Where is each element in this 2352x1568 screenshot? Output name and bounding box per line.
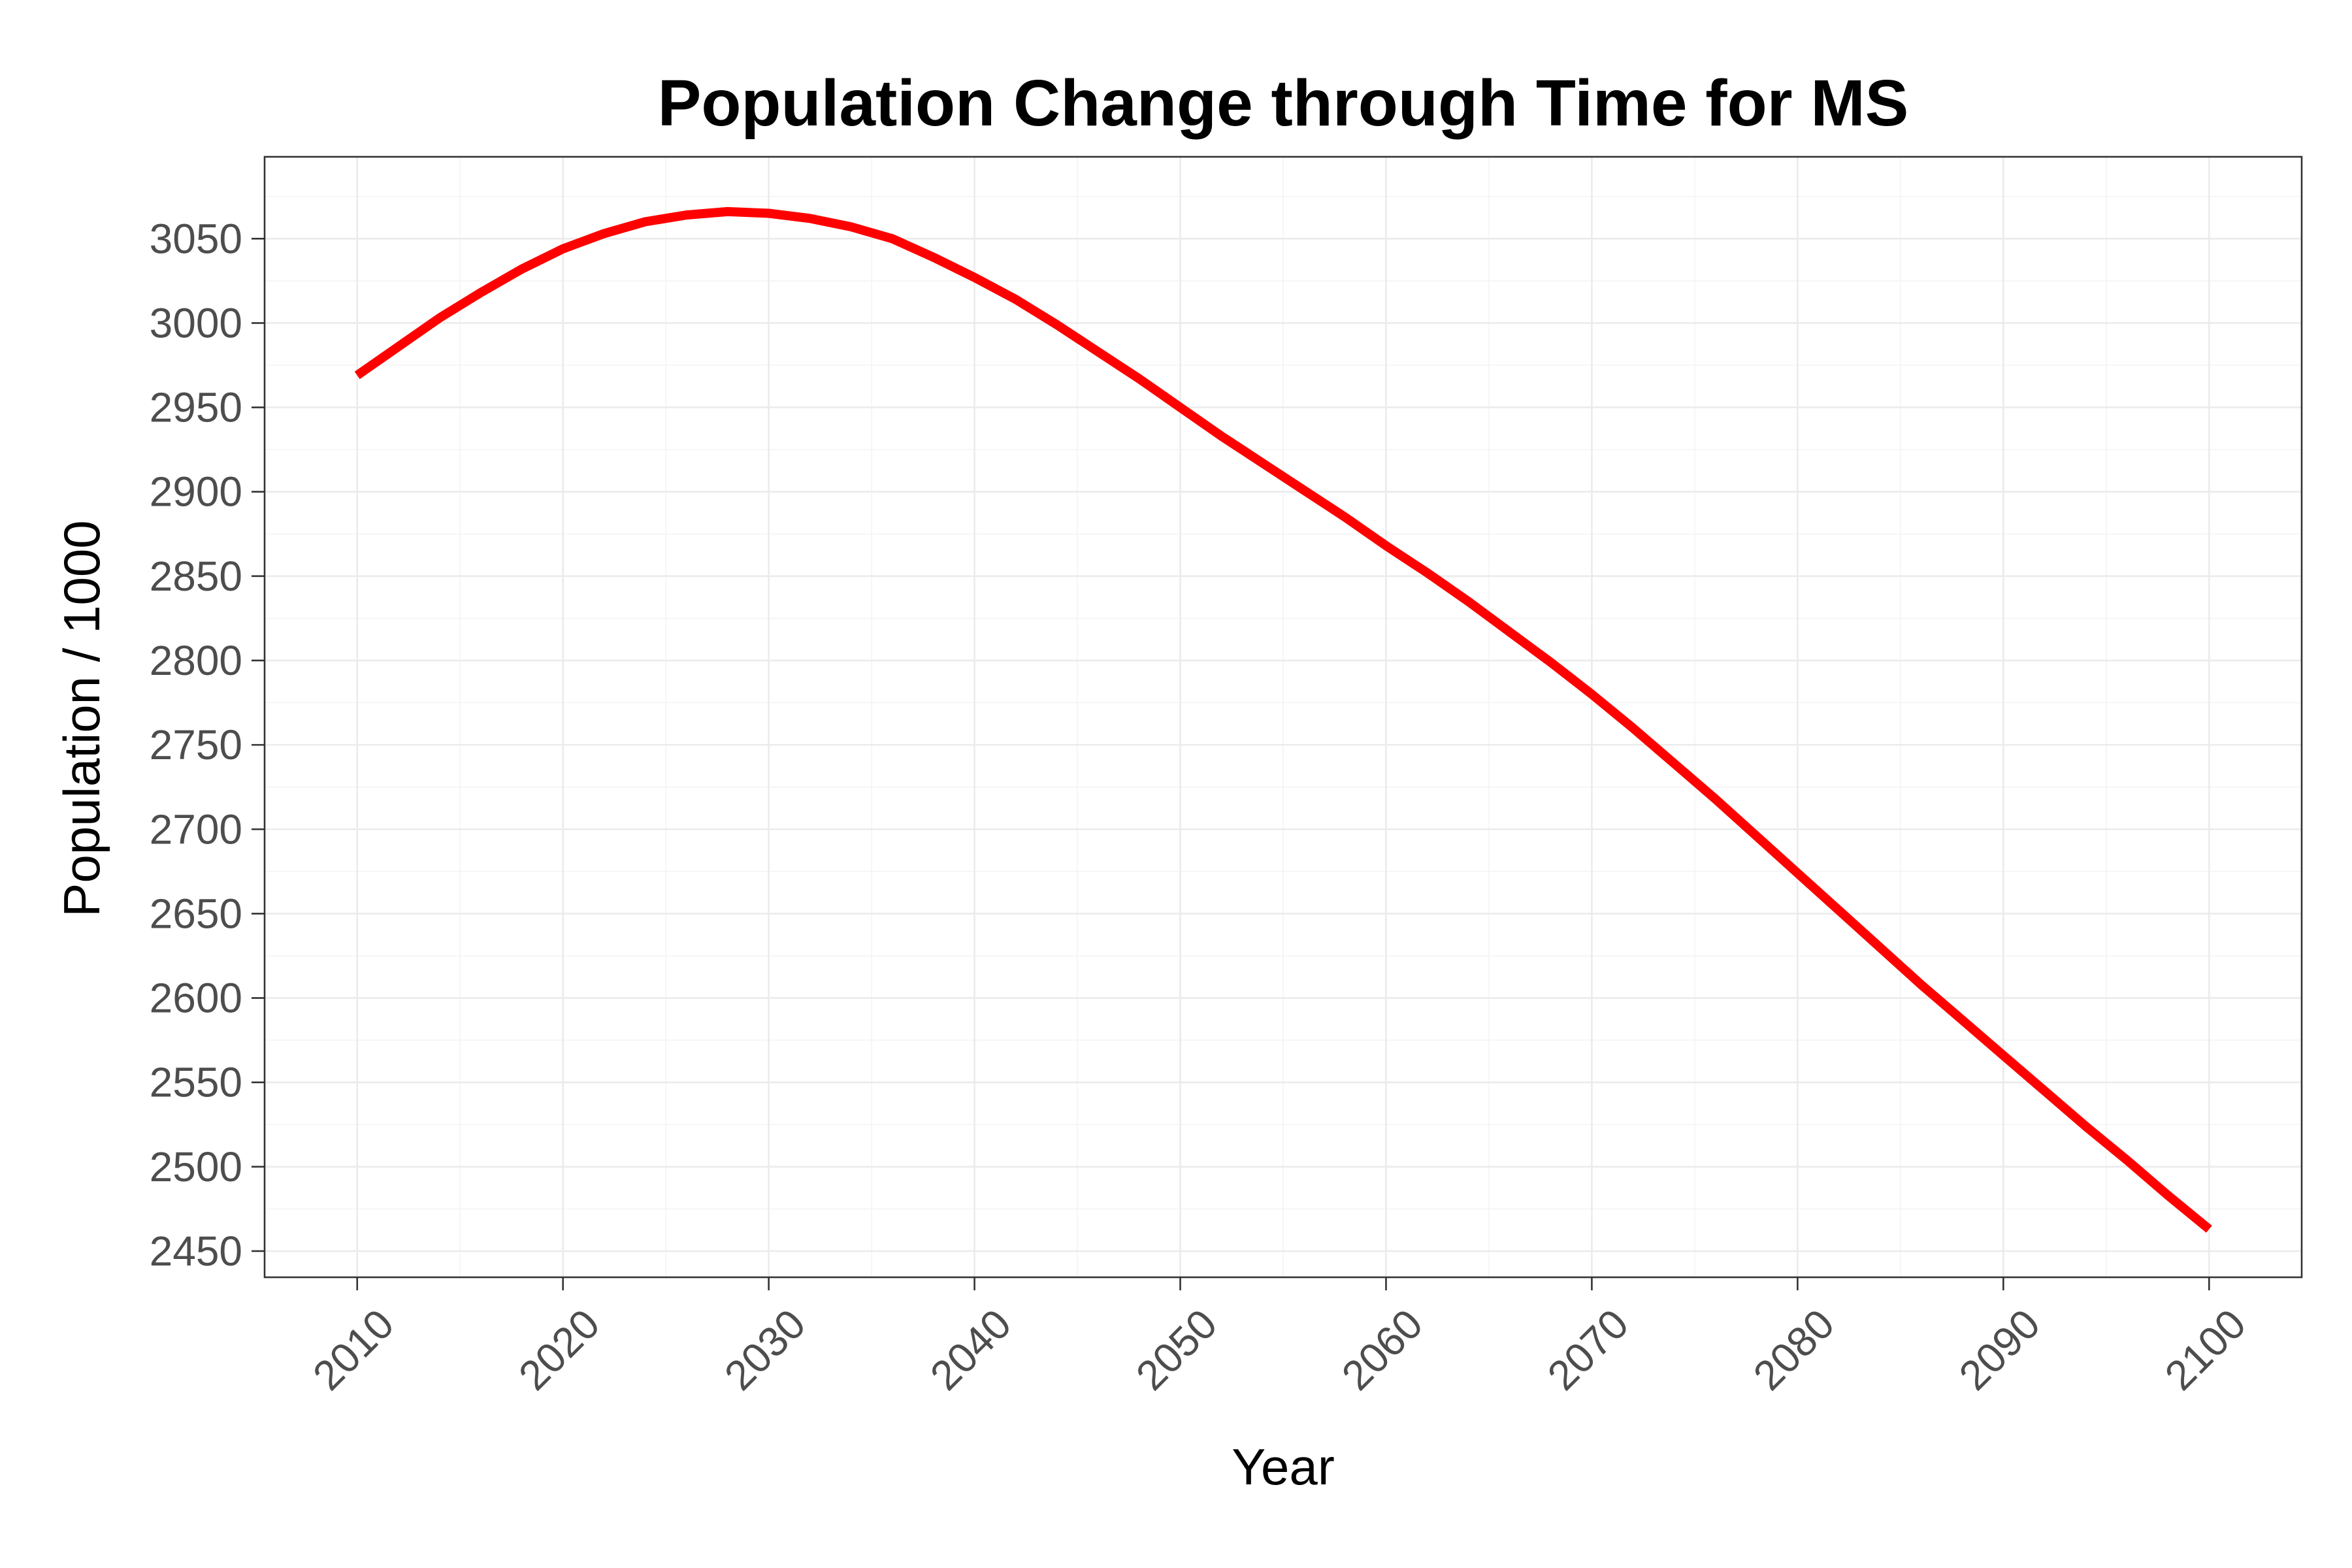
y-axis-tick-labels: 2450 2500 2550 2600 2650 2700 2750 2800 2850 2900… xyxy=(150,215,242,1275)
y-tick-label: 3000 xyxy=(150,299,242,346)
y-tick-label: 2800 xyxy=(150,637,242,684)
y-tick-label: 2550 xyxy=(150,1059,242,1106)
y-tick-label: 2950 xyxy=(150,384,242,431)
series-layer xyxy=(354,206,2212,1233)
chart-title: Population Change through Time for MS xyxy=(658,67,1909,140)
y-tick-label: 2900 xyxy=(150,468,242,515)
grid-lines xyxy=(265,157,2302,1277)
y-tick-label: 2750 xyxy=(150,721,242,768)
population-line xyxy=(354,206,2212,1233)
y-tick-label: 2650 xyxy=(150,890,242,937)
y-tick-label: 2450 xyxy=(150,1228,242,1275)
y-tick-label: 2700 xyxy=(150,806,242,853)
y-tick-label: 2600 xyxy=(150,975,242,1022)
axis-ticks xyxy=(252,237,2210,1290)
y-tick-label: 2500 xyxy=(150,1143,242,1190)
x-axis-title: Year xyxy=(1232,1438,1335,1495)
y-tick-label: 3050 xyxy=(150,215,242,262)
y-tick-label: 2850 xyxy=(150,553,242,600)
y-axis-title: Population / 1000 xyxy=(53,520,110,917)
panel-border xyxy=(263,155,2303,1279)
